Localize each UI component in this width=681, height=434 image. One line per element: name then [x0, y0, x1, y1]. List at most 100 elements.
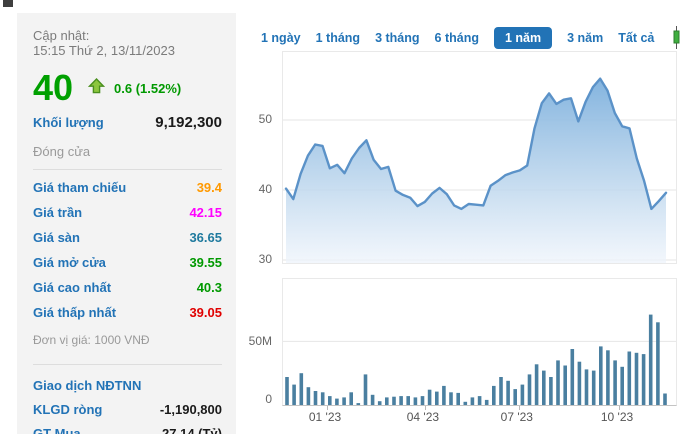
stat-row-high: Giá cao nhất 40.3 [33, 280, 222, 295]
volume-bar [613, 360, 617, 405]
screen-corner-artifact [3, 0, 13, 7]
volume-chart-panel[interactable] [282, 278, 677, 406]
tab-1-day[interactable]: 1 ngày [261, 31, 301, 45]
volume-bar [349, 392, 353, 405]
tab-3-years[interactable]: 3 năm [567, 31, 604, 45]
volume-bar [427, 389, 432, 405]
stat-value: 42.15 [189, 205, 222, 220]
x-axis-tick [327, 406, 329, 410]
foreign-label: KLGD ròng [33, 402, 103, 417]
foreign-label: GT Mua [33, 426, 81, 434]
volume-bar [648, 314, 653, 405]
volume-bar [506, 380, 510, 405]
x-axis-label: 10 '23 [600, 410, 634, 424]
volume-y-axis-label: 0 [265, 392, 272, 406]
volume-bar [534, 364, 539, 405]
volume-bar [492, 385, 496, 405]
volume-bar [306, 387, 311, 405]
divider [33, 364, 222, 365]
tab-1-year[interactable]: 1 năm [493, 27, 553, 49]
volume-bar [499, 377, 503, 405]
volume-bar [477, 396, 482, 405]
stat-row-reference: Giá tham chiếu 39.4 [33, 180, 222, 195]
price-area-fill [286, 78, 666, 263]
volume-bar [570, 349, 575, 405]
session-status: Đóng cửa [33, 144, 91, 159]
update-label: Cập nhật: [33, 28, 90, 43]
volume-bar [563, 365, 567, 405]
volume-bar [470, 397, 475, 405]
stat-value: 36.65 [189, 230, 222, 245]
stat-value: 39.55 [189, 255, 222, 270]
up-arrow-icon [87, 77, 106, 99]
volume-bar [377, 401, 382, 405]
candlestick-chart-icon[interactable] [672, 23, 681, 53]
stat-label: Giá thấp nhất [33, 305, 117, 320]
stat-label: Giá cao nhất [33, 280, 112, 295]
volume-bar [313, 391, 318, 405]
volume-bar [335, 398, 339, 405]
volume-bar [599, 346, 603, 405]
volume-bar [641, 354, 646, 405]
price-y-axis-label: 40 [258, 182, 272, 196]
volume-bar [620, 366, 624, 405]
volume-bar [356, 403, 361, 405]
price-chart-panel[interactable] [282, 51, 677, 264]
tab-3-months[interactable]: 3 tháng [375, 31, 420, 45]
price-y-axis-label: 50 [258, 112, 272, 126]
foreign-row-net-volume: KLGD ròng -1,190,800 [33, 402, 222, 417]
volume-bar [392, 396, 396, 405]
last-price: 40 [33, 67, 74, 108]
foreign-value: 27.14 (Tỷ) [162, 426, 222, 434]
x-axis-label: 04 '23 [406, 410, 440, 424]
stat-label: Giá mở cửa [33, 255, 106, 270]
price-area-chart [283, 77, 676, 263]
divider [33, 169, 222, 170]
volume-bar [320, 392, 325, 405]
volume-bar [292, 384, 296, 405]
stat-row-open: Giá mở cửa 39.55 [33, 255, 222, 270]
price-line [284, 77, 668, 211]
stat-label: Giá tham chiếu [33, 180, 127, 195]
stat-value: 39.05 [189, 305, 222, 320]
volume-bar-chart [283, 314, 676, 405]
stat-row-floor: Giá sàn 36.65 [33, 230, 222, 245]
volume-bar [420, 396, 425, 405]
tab-6-months[interactable]: 6 tháng [434, 31, 479, 45]
volume-bar [449, 392, 453, 405]
tab-all[interactable]: Tất cả [618, 31, 655, 45]
x-axis-tick [518, 406, 520, 410]
volume-bar [513, 389, 517, 405]
volume-bar [634, 352, 639, 405]
volume-bar [527, 374, 532, 405]
x-axis-tick [619, 406, 621, 410]
volume-label: Khối lượng [33, 115, 104, 130]
price-change: 0.6 (1.52%) [114, 80, 182, 96]
volume-bar [413, 397, 418, 405]
volume-bar [549, 377, 553, 405]
x-axis-tick [424, 406, 426, 410]
stat-row-ceiling: Giá trần 42.15 [33, 205, 222, 220]
stat-label: Giá trần [33, 205, 83, 220]
volume-bar [442, 385, 446, 405]
volume-bar [556, 360, 560, 405]
volume-bar [577, 361, 582, 405]
volume-bar [663, 393, 667, 405]
volume-bar [342, 397, 346, 405]
volume-bar [584, 369, 589, 405]
volume-bar [484, 399, 489, 405]
quote-sidebar: Cập nhật: 15:15 Thứ 2, 13/11/2023 40 0.6… [17, 13, 236, 434]
volume-bar [591, 370, 596, 405]
volume-bar [406, 396, 410, 405]
stat-row-low: Giá thấp nhất 39.05 [33, 305, 222, 320]
price-y-axis-label: 30 [258, 252, 272, 266]
foreign-trading-header: Giao dịch NĐTNN [33, 378, 142, 393]
foreign-value: -1,190,800 [159, 402, 222, 417]
volume-bar [627, 351, 632, 405]
volume-bar [399, 396, 403, 405]
volume-bar [456, 392, 460, 405]
foreign-row-buy-value: GT Mua 27.14 (Tỷ) [33, 426, 222, 434]
volume-bar [370, 394, 375, 405]
tab-1-month[interactable]: 1 tháng [315, 31, 361, 45]
period-tabs: 1 ngày 1 tháng 3 tháng 6 tháng 1 năm 3 n… [261, 23, 681, 53]
